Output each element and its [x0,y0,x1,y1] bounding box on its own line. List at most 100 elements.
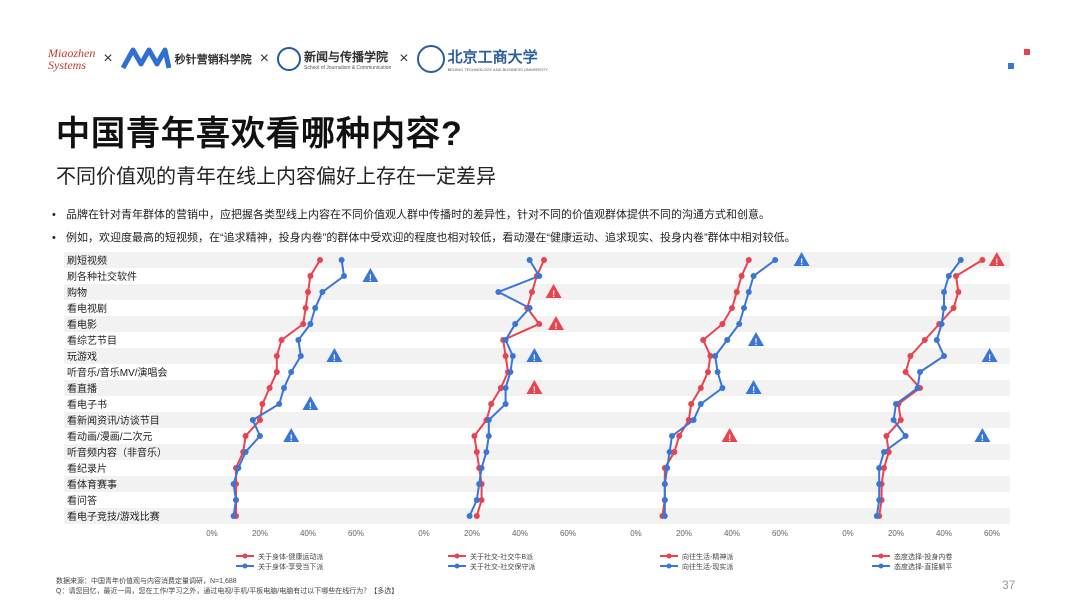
x-tick-label: 40% [936,529,952,538]
data-point [281,385,287,391]
info-marker-icon [748,332,764,346]
legend-marker [454,553,460,559]
separator-x: × [103,50,113,67]
data-point [938,321,945,327]
data-point [473,513,480,519]
data-point [478,465,485,471]
row-band [64,428,1010,444]
data-point [471,433,478,439]
row-band [64,300,1010,316]
category-label: 看动画/漫画/二次元 [67,430,153,443]
decor-square-red [1024,49,1030,55]
warning-marker-icon [548,316,564,330]
data-point [302,305,309,311]
info-marker-icon [745,380,762,394]
data-point [873,513,880,519]
decor-square-blue [1008,63,1014,69]
data-point [529,289,535,295]
category-label: 看综艺节目 [67,334,117,347]
legend-label: 关于身体-享受当下派 [258,562,323,571]
category-label: 看体育赛事 [67,478,117,491]
data-point [902,369,909,375]
data-point [902,433,909,439]
info-marker-icon [793,252,810,266]
marker-glyph: ! [752,385,755,395]
separator-x: × [399,50,409,67]
category-label: 看电影 [67,318,97,331]
data-point [688,401,695,407]
data-point [881,465,887,471]
bullet-list: • 品牌在针对青年群体的营销中，应把握各类型线上内容在不同价值观人群中传播时的差异… [52,206,796,252]
data-point [890,417,897,423]
legend-marker [666,553,672,559]
data-point [883,433,890,439]
category-label: 看电子竞技/游戏比赛 [67,510,160,523]
legend-label: 关于社交-社交牛B派 [470,552,533,561]
journalism-badge-icon [277,47,302,71]
category-label: 看直播 [67,382,97,395]
data-point [502,337,509,343]
info-marker-icon [981,348,998,362]
legend-marker [454,563,460,569]
marker-glyph: ! [369,273,372,283]
data-point [669,433,675,439]
legend-marker [878,553,884,559]
data-point [745,289,752,295]
legend-label: 态度选择-投身内卷 [894,552,952,561]
data-point [876,481,883,487]
row-band [64,332,1010,348]
warning-marker-icon [988,252,1005,266]
data-source: 数据来源：中国青年价值观与内容消费定量调研，N=1,688 [56,578,237,585]
x-tick-label: 0% [418,529,430,538]
data-point [666,449,673,455]
category-label: 刷各种社交软件 [67,270,137,283]
data-point [295,337,302,343]
category-label: 看新闻资讯/访谈节目 [67,414,160,427]
info-marker-icon [362,268,379,282]
warning-marker-icon [526,380,543,394]
data-point [724,337,731,343]
data-point [729,305,735,311]
data-point [502,353,509,359]
data-point [945,273,952,279]
data-point [750,273,757,279]
data-point [509,353,516,359]
data-point [278,337,285,343]
row-band [64,284,1010,300]
row-band [64,444,1010,460]
data-point [230,481,237,487]
data-point [955,289,962,295]
data-point [690,417,697,423]
data-point [257,433,263,439]
data-point [907,353,914,359]
data-point [466,513,473,519]
x-tick-label: 60% [772,529,788,538]
data-point [478,497,485,503]
x-tick-label: 20% [676,529,692,538]
category-label: 购物 [67,286,87,299]
data-point [536,273,543,279]
category-label: 刷短视频 [67,254,107,267]
data-point [697,385,704,391]
page-subtitle: 不同价值观的青年在线上内容偏好上存在一定差异 [56,166,496,188]
data-point [893,401,899,407]
data-point [921,337,928,343]
legend-label: 向往生活-现实派 [682,562,733,571]
data-point [664,465,671,471]
data-point [897,417,904,423]
data-point [736,321,743,327]
data-point [307,321,314,327]
x-tick-label: 40% [724,529,740,538]
data-point [661,481,668,487]
warning-marker-icon [721,428,738,442]
btbu-logo: 北京工商大学 BEIJING TECHNOLOGY AND BUSINESS U… [416,45,548,73]
data-point [483,449,490,455]
data-point [700,337,707,343]
info-marker-icon [283,428,300,442]
marker-glyph: ! [533,353,536,363]
bullet-item: • 品牌在针对青年群体的营销中，应把握各类型线上内容在不同价值观人群中传播时的差异… [52,209,770,221]
marker-glyph: ! [290,433,293,443]
miaozhen-logo: Miaozhen Systems [48,46,96,72]
data-point [738,273,745,279]
x-tick-label: 0% [206,529,218,538]
